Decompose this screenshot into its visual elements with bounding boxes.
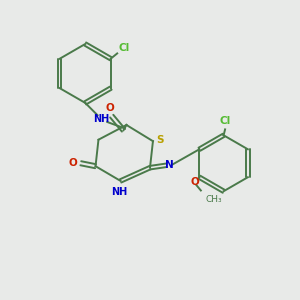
Text: Cl: Cl xyxy=(220,116,231,126)
Text: NH: NH xyxy=(93,114,110,124)
Text: S: S xyxy=(157,135,164,145)
Text: Cl: Cl xyxy=(118,43,129,53)
Text: O: O xyxy=(106,103,115,113)
Text: CH₃: CH₃ xyxy=(205,195,222,204)
Text: O: O xyxy=(190,177,199,187)
Text: O: O xyxy=(68,158,77,168)
Text: NH: NH xyxy=(111,187,127,197)
Text: N: N xyxy=(165,160,173,170)
